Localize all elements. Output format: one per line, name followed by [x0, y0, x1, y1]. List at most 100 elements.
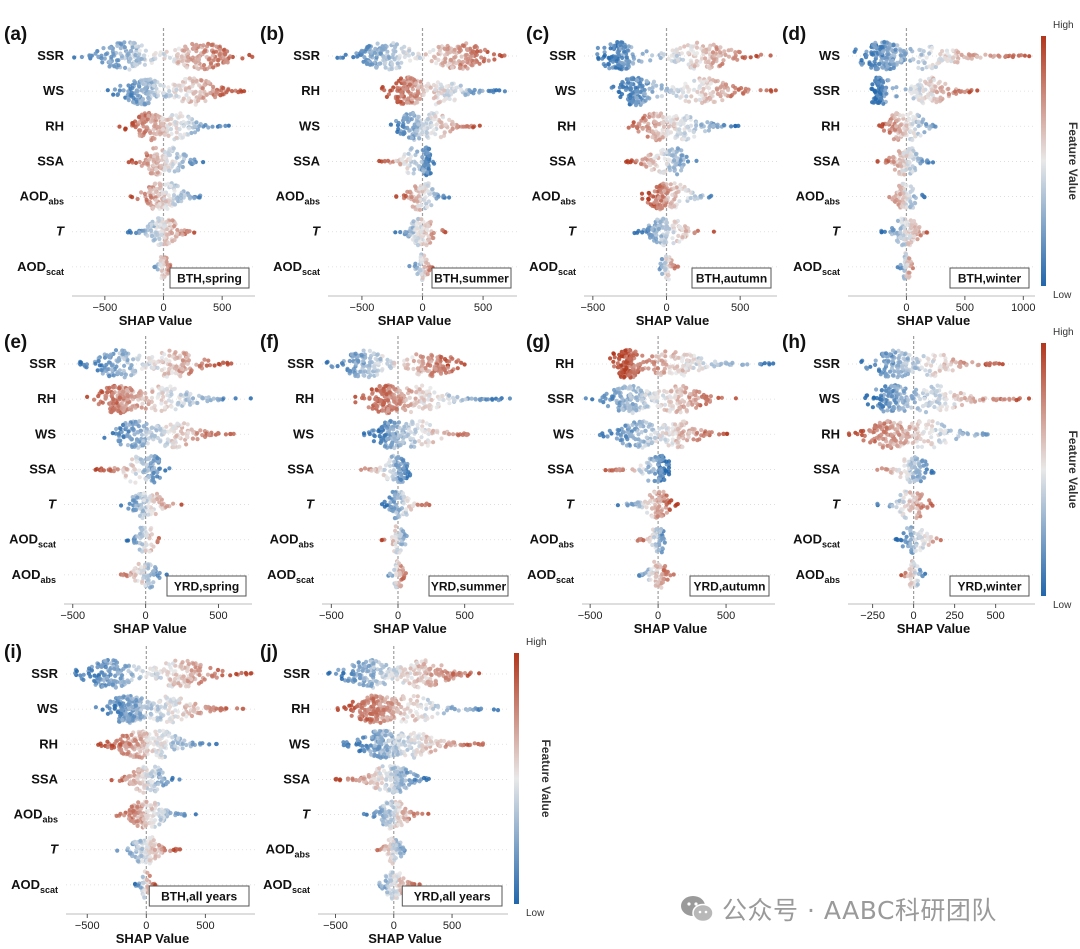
shap-point [871, 100, 876, 105]
shap-point [880, 45, 885, 50]
shap-point [895, 136, 900, 141]
shap-point [434, 122, 439, 127]
colorbar-low-label: Low [1053, 600, 1072, 611]
shap-point [161, 84, 166, 89]
shap-point [146, 399, 151, 404]
shap-point [898, 230, 903, 235]
shap-point [411, 171, 416, 176]
shap-point [150, 389, 155, 394]
shap-point [155, 156, 160, 161]
shap-point [111, 373, 116, 378]
shap-point [405, 189, 410, 194]
shap-point [721, 122, 727, 128]
feature-swarm [72, 40, 255, 72]
shap-point [160, 116, 165, 121]
shap-point [424, 243, 429, 248]
shap-point [721, 58, 726, 63]
shap-point [939, 58, 945, 63]
shap-point [133, 405, 138, 410]
shap-point [910, 169, 915, 174]
shap-point [416, 91, 421, 96]
panel-label: (b) [260, 24, 284, 45]
shap-point [475, 49, 480, 54]
shap-point [667, 204, 673, 209]
shap-point [671, 122, 677, 127]
shap-point [441, 193, 446, 198]
shap-point [930, 45, 935, 51]
shap-point [939, 85, 945, 90]
shap-point [166, 398, 171, 403]
shap-point [152, 136, 157, 141]
shap-point [1022, 53, 1027, 58]
shap-point [179, 192, 184, 198]
shap-point [676, 233, 681, 238]
shap-point [93, 467, 98, 472]
shap-point [175, 52, 180, 57]
shap-point [652, 119, 657, 124]
shap-point [127, 501, 132, 506]
shap-point [683, 228, 689, 233]
shap-point [152, 403, 157, 408]
shap-point [769, 89, 774, 94]
shap-point [145, 201, 151, 206]
shap-point [373, 46, 378, 51]
shap-point [897, 199, 902, 204]
shap-point [902, 265, 908, 270]
shap-point [415, 199, 420, 204]
feature-label: RH [45, 118, 64, 133]
shap-point [189, 368, 194, 373]
shap-point [882, 229, 888, 234]
shap-point [650, 85, 655, 90]
shap-point [890, 86, 895, 91]
shap-point [432, 191, 437, 196]
shap-point [411, 125, 416, 130]
shap-point [640, 126, 645, 131]
shap-point [153, 221, 158, 227]
shap-point [423, 52, 428, 57]
shap-point [155, 474, 160, 479]
shap-point [151, 127, 156, 132]
shap-point [425, 170, 430, 175]
shap-point [136, 468, 141, 473]
shap-point [154, 428, 159, 433]
shap-point [394, 81, 399, 86]
shap-point [180, 59, 185, 64]
shap-point [151, 478, 156, 483]
shap-point [652, 189, 657, 194]
feature-swarm [626, 111, 741, 143]
shap-point [684, 154, 689, 159]
shap-point [141, 124, 146, 129]
shap-point [943, 81, 948, 86]
shap-point [463, 92, 468, 98]
shap-point [419, 202, 424, 208]
shap-point [733, 85, 738, 90]
shap-point [377, 158, 382, 164]
shap-point [701, 48, 706, 53]
shap-point [852, 49, 857, 54]
shap-point [233, 396, 238, 401]
shap-point [911, 96, 916, 101]
feature-label: AODabs [276, 189, 320, 207]
shap-point [173, 159, 178, 164]
shap-point [658, 205, 663, 211]
shap-point [895, 43, 900, 48]
shap-point [416, 122, 421, 127]
shap-point [870, 87, 875, 92]
shap-point [606, 62, 612, 67]
shap-point [107, 385, 112, 390]
shap-point [918, 78, 923, 83]
shap-point [920, 119, 925, 125]
shap-point [646, 153, 651, 158]
shap-point [126, 83, 131, 88]
feature-swarm [895, 251, 916, 281]
shap-point [175, 421, 180, 426]
shap-point [140, 515, 145, 521]
shap-point [667, 165, 672, 170]
shap-point [122, 40, 127, 45]
shap-point [425, 189, 431, 194]
shap-point [160, 219, 165, 224]
shap-point [171, 440, 176, 445]
shap-point [158, 50, 163, 55]
shap-point [473, 60, 478, 65]
feature-swarm [117, 110, 231, 143]
